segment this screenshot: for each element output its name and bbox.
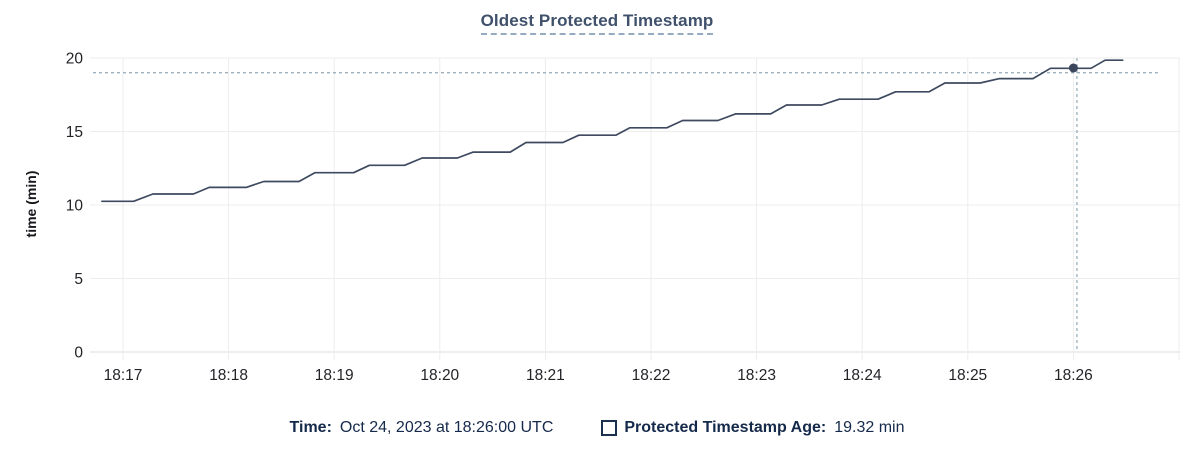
- line-chart-plot-area[interactable]: 0 5 10 15 20 18:17 18:18 18:19 18:20 18:21 18:22 18…: [0, 0, 1194, 400]
- chart-title[interactable]: Oldest Protected Timestamp: [480, 11, 714, 35]
- y-tick-label: 0: [74, 345, 83, 362]
- y-tick-label: 15: [66, 124, 83, 141]
- series-swatch-icon: [601, 420, 618, 436]
- series-line: [101, 59, 1124, 203]
- legend: Time: Oct 24, 2023 at 18:26:00 UTC Prote…: [0, 419, 1194, 437]
- x-tick-label: 18:17: [104, 367, 143, 384]
- x-tick-label: 18:21: [526, 367, 565, 384]
- y-tick-label: 5: [74, 271, 83, 288]
- legend-time-group: Time: Oct 24, 2023 at 18:26:00 UTC: [290, 419, 554, 437]
- x-tick-label: 18:24: [843, 367, 882, 384]
- chart-header: Oldest Protected Timestamp: [0, 11, 1194, 35]
- x-tick-label: 18:18: [209, 367, 248, 384]
- x-tick-label: 18:19: [315, 367, 354, 384]
- x-tick-label: 18:22: [632, 367, 671, 384]
- x-tick-label: 18:25: [948, 367, 987, 384]
- legend-series-toggle[interactable]: Protected Timestamp Age: 19.32 min: [601, 419, 904, 437]
- x-tick-label: 18:20: [420, 367, 459, 384]
- legend-time-label: Time:: [289, 419, 332, 436]
- legend-time-value: Oct 24, 2023 at 18:26:00 UTC: [339, 419, 554, 436]
- y-tick-label: 10: [66, 198, 84, 215]
- legend-series-label: Protected Timestamp Age:: [624, 419, 827, 436]
- x-tick-label: 18:23: [737, 367, 776, 384]
- y-tick-label: 20: [66, 51, 84, 68]
- legend-series-value: 19.32 min: [834, 419, 905, 436]
- x-tick-label: 18:26: [1054, 367, 1093, 384]
- hover-data-point: [1068, 63, 1078, 73]
